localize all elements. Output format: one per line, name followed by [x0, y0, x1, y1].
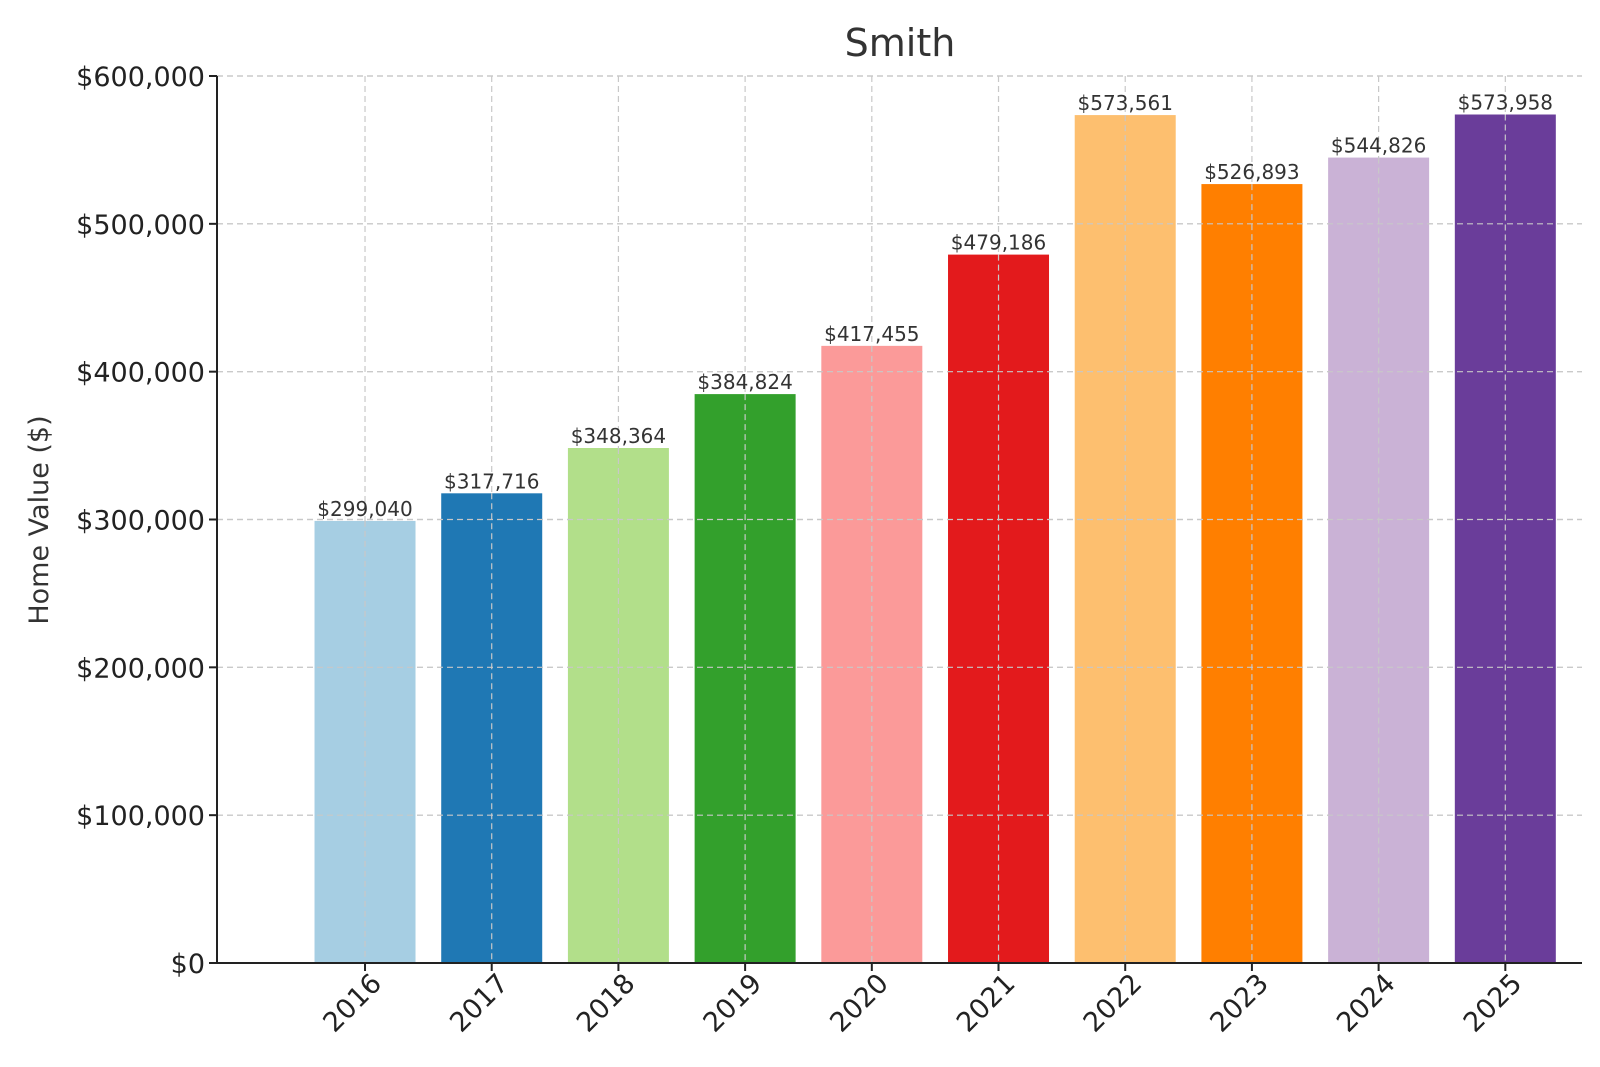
- data-label: $417,455: [824, 322, 919, 346]
- x-tick-label: 2022: [1078, 968, 1149, 1039]
- y-tick-label: $0: [171, 949, 205, 980]
- x-tick-label: 2020: [824, 968, 895, 1039]
- x-tick-label: 2019: [698, 968, 769, 1039]
- y-axis-label: Home Value ($): [24, 415, 55, 624]
- x-tick-label: 2018: [571, 968, 642, 1039]
- x-tick-label: 2024: [1331, 968, 1402, 1039]
- data-label: $479,186: [951, 231, 1046, 255]
- y-tick-label: $100,000: [76, 801, 205, 832]
- data-label: $544,826: [1331, 134, 1426, 158]
- data-label: $317,716: [444, 469, 539, 493]
- chart-title: Smith: [845, 21, 956, 65]
- axes: [216, 76, 1582, 964]
- data-label: $299,040: [317, 497, 412, 521]
- y-tick-label: $600,000: [76, 62, 205, 93]
- y-ticks: $0 $100,000 $200,000 $300,000 $400,000 $500,0…: [76, 62, 217, 980]
- y-tick-label: $400,000: [76, 358, 205, 389]
- y-tick-label: $300,000: [76, 506, 205, 537]
- data-labels: $299,040 $317,716 $348,364 $384,824 $417,455…: [317, 90, 1553, 520]
- data-label: $573,561: [1078, 91, 1173, 115]
- y-tick-label: $200,000: [76, 653, 205, 684]
- y-tick-label: $500,000: [76, 210, 205, 241]
- x-tick-label: 2025: [1458, 968, 1529, 1039]
- x-tick-label: 2023: [1204, 968, 1275, 1039]
- x-ticks: 2016 2017 2018 2019 2020 2021 2022 2023 2024 2025: [317, 963, 1528, 1039]
- data-label: $384,824: [697, 370, 792, 394]
- bar-2018: [567, 448, 669, 963]
- bars: [217, 75, 1582, 964]
- x-tick-label: 2017: [444, 968, 515, 1039]
- data-label: $526,893: [1204, 160, 1299, 184]
- x-tick-label: 2021: [951, 968, 1022, 1039]
- data-label: $348,364: [571, 424, 666, 448]
- data-label: $573,958: [1458, 90, 1553, 114]
- bar-2023: [1201, 184, 1303, 963]
- x-tick-label: 2016: [317, 968, 388, 1039]
